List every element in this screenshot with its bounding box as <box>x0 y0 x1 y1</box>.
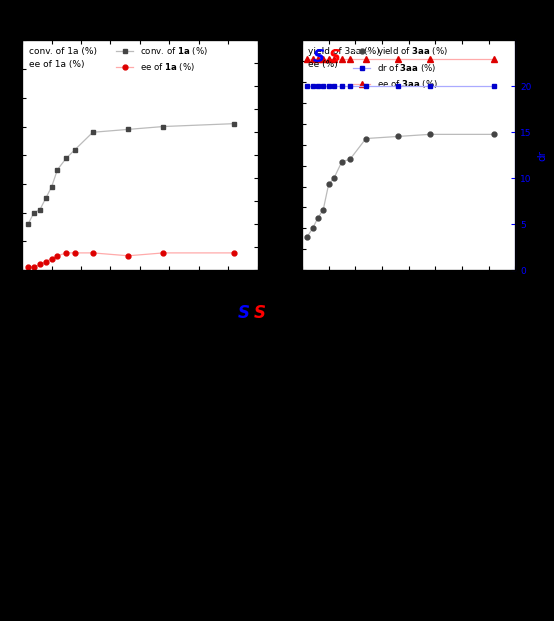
Text: Pd/L4: Pd/L4 <box>255 446 288 460</box>
Text: S: S <box>253 304 265 322</box>
Text: S: S <box>238 304 250 322</box>
Text: yield of 3aa (%)
ee (%): yield of 3aa (%) ee (%) <box>309 47 380 69</box>
Legend: conv. of $\mathbf{1a}$ (%), ee of $\mathbf{1a}$ (%): conv. of $\mathbf{1a}$ (%), ee of $\math… <box>116 45 208 73</box>
Text: conv. of 1a (%)
ee of 1a (%): conv. of 1a (%) ee of 1a (%) <box>29 47 97 69</box>
Text: S: S <box>312 48 325 66</box>
X-axis label: Time (min): Time (min) <box>112 289 168 299</box>
Text: S: S <box>329 48 341 66</box>
Text: Int: Int <box>256 551 274 564</box>
X-axis label: Time (min): Time (min) <box>381 289 437 299</box>
Legend: yield of $\mathbf{3aa}$ (%), dr of $\mathbf{3aa}$ (%), ee of $\mathbf{3aa}$ (%): yield of $\mathbf{3aa}$ (%), dr of $\mat… <box>353 45 448 90</box>
Y-axis label: dr: dr <box>537 150 547 161</box>
Text: Ph: Ph <box>352 497 367 509</box>
